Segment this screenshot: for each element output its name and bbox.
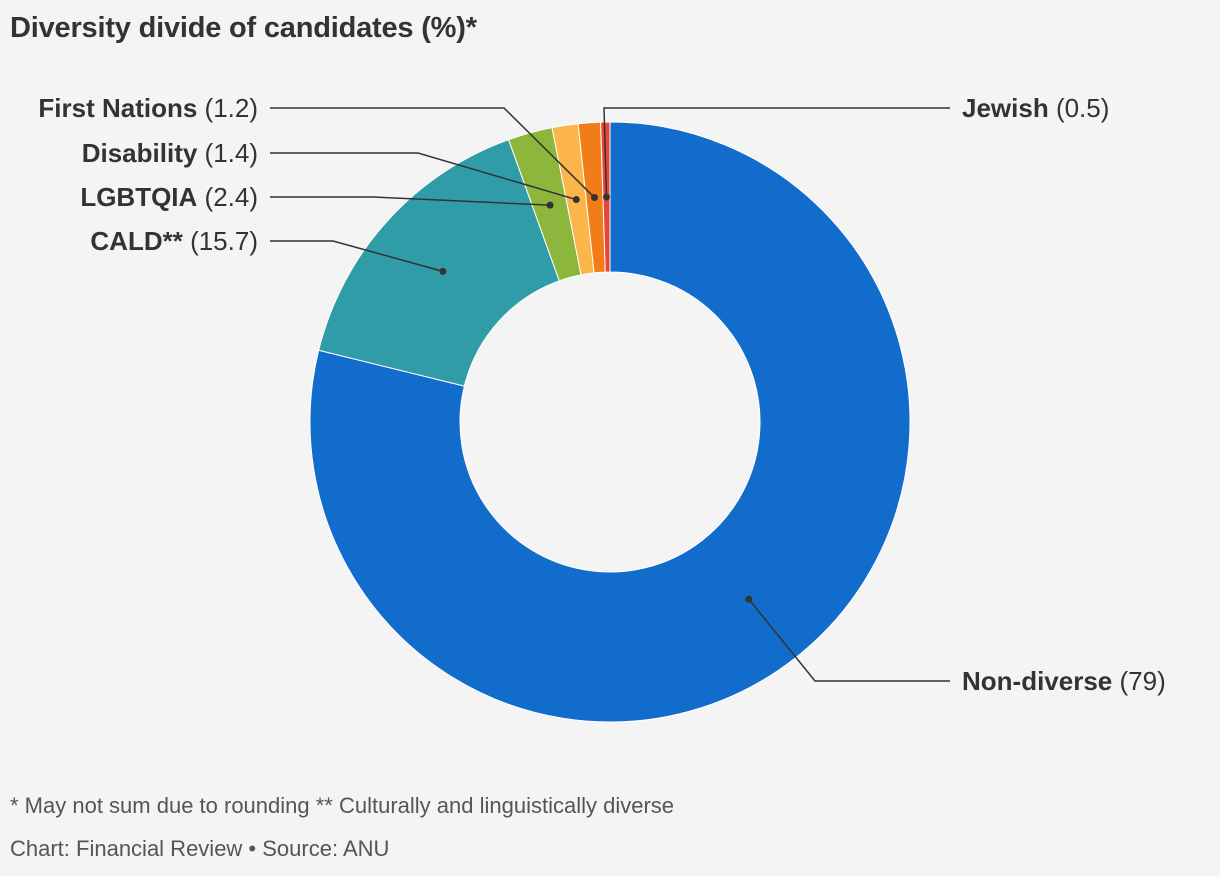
leader-line-cald <box>270 240 444 273</box>
label-name-lgbtqia: LGBTQIA <box>80 182 197 212</box>
label-name-non-diverse: Non-diverse <box>962 666 1112 696</box>
label-disability: Disability (1.4) <box>82 138 258 168</box>
slice-cald <box>318 139 560 387</box>
donut-chart: Non-diverse (79) CALD** (15.7) LGBTQIA (2.… <box>38 93 1166 723</box>
label-value-non-diverse: (79) <box>1112 666 1165 696</box>
leader-line-non-diverse <box>748 598 950 682</box>
chart-credit: Chart: Financial Review • Source: ANU <box>10 836 390 861</box>
leader-dot-jewish <box>602 193 610 201</box>
label-value-cald: (15.7) <box>183 226 258 256</box>
leader-line-disability <box>270 152 577 201</box>
leader-dot-first-nations <box>590 194 598 202</box>
leader-dot-disability <box>572 196 580 204</box>
leader-dot-cald <box>439 267 447 275</box>
chart-title: Diversity divide of candidates (%)* <box>10 12 477 44</box>
label-first-nations: First Nations (1.2) <box>38 93 258 123</box>
label-name-cald: CALD** <box>90 226 183 256</box>
label-jewish: Jewish (0.5) <box>962 93 1109 123</box>
leader-line-jewish <box>603 107 950 198</box>
label-value-disability: (1.4) <box>197 138 258 168</box>
label-non-diverse: Non-diverse (79) <box>962 666 1166 696</box>
leader-line-first-nations <box>270 107 596 199</box>
leader-line-lgbtqia <box>270 196 551 206</box>
label-name-jewish: Jewish <box>962 93 1049 123</box>
label-lgbtqia: LGBTQIA (2.4) <box>80 182 258 212</box>
label-value-first-nations: (1.2) <box>197 93 258 123</box>
label-value-jewish: (0.5) <box>1049 93 1110 123</box>
leader-dot-lgbtqia <box>546 201 554 209</box>
label-cald: CALD** (15.7) <box>90 226 258 256</box>
slice-non-diverse <box>309 121 911 723</box>
chart-footnote: * May not sum due to rounding ** Cultura… <box>10 793 675 818</box>
label-name-disability: Disability <box>82 138 198 168</box>
leader-dot-non-diverse <box>745 595 753 603</box>
label-name-first-nations: First Nations <box>38 93 197 123</box>
label-value-lgbtqia: (2.4) <box>197 182 258 212</box>
